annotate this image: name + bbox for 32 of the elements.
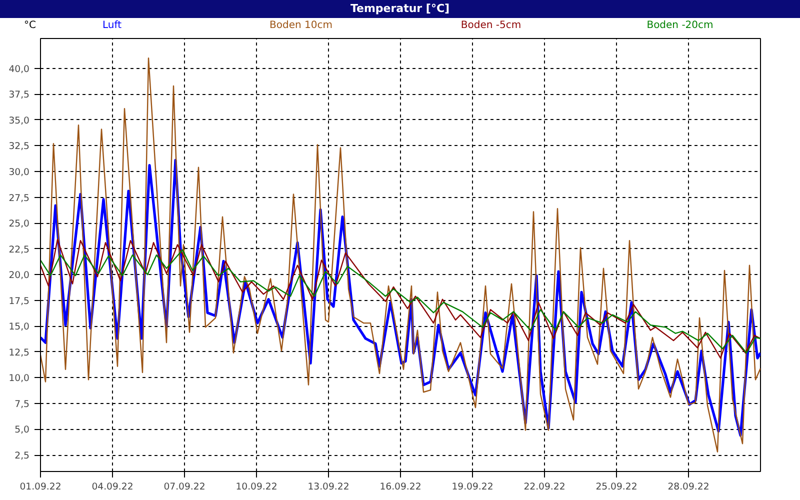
y-tick-label: 5,0 bbox=[14, 424, 30, 436]
y-tick-label: 30,0 bbox=[8, 166, 30, 178]
x-tick-label: 16.09.22 bbox=[380, 482, 422, 492]
chart-title: Temperatur [°C] bbox=[350, 1, 450, 17]
y-tick-label: 15,0 bbox=[8, 322, 30, 333]
y-tick-label: 22,5 bbox=[8, 244, 30, 256]
y-tick-label: 10,0 bbox=[8, 373, 30, 384]
y-tick-label: 2,5 bbox=[14, 450, 30, 462]
y-tick-label: 7,5 bbox=[14, 398, 30, 410]
x-tick-label: 19.09.22 bbox=[452, 482, 494, 492]
y-tick-label: 20,0 bbox=[8, 270, 30, 282]
y-tick-label: 12,5 bbox=[8, 347, 30, 358]
y-tick-label: 35,0 bbox=[8, 115, 30, 126]
y-axis-title: °C bbox=[23, 19, 36, 33]
y-tick-label: 25,0 bbox=[8, 218, 30, 230]
x-tick-label: 13.09.22 bbox=[308, 482, 350, 492]
y-tick-label: 27,5 bbox=[8, 192, 30, 204]
y-tick-label: 37,5 bbox=[8, 90, 30, 101]
text: Luft bbox=[102, 20, 122, 31]
text: Boden -20cm bbox=[646, 19, 714, 33]
y-tick-label: 40,0 bbox=[8, 64, 30, 75]
x-tick-label: 01.09.22 bbox=[20, 482, 62, 492]
y-tick-label: 17,5 bbox=[8, 296, 30, 307]
y-tick-label: 32,5 bbox=[8, 141, 30, 152]
text: Boden 10cm bbox=[268, 19, 334, 33]
x-tick-label: 22.09.22 bbox=[524, 482, 566, 492]
x-tick-label: 07.09.22 bbox=[164, 482, 206, 492]
x-tick-label: 10.09.22 bbox=[236, 482, 278, 492]
text: Boden -5cm bbox=[460, 19, 522, 33]
x-tick-label: 04.09.22 bbox=[92, 482, 134, 492]
x-tick-label: 25.09.22 bbox=[596, 482, 638, 492]
x-tick-label: 28.09.22 bbox=[668, 482, 710, 492]
